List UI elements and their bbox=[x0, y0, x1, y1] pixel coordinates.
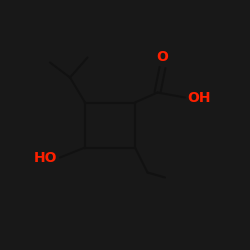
Text: O: O bbox=[156, 50, 168, 64]
Text: HO: HO bbox=[34, 150, 58, 164]
Text: OH: OH bbox=[188, 90, 211, 104]
